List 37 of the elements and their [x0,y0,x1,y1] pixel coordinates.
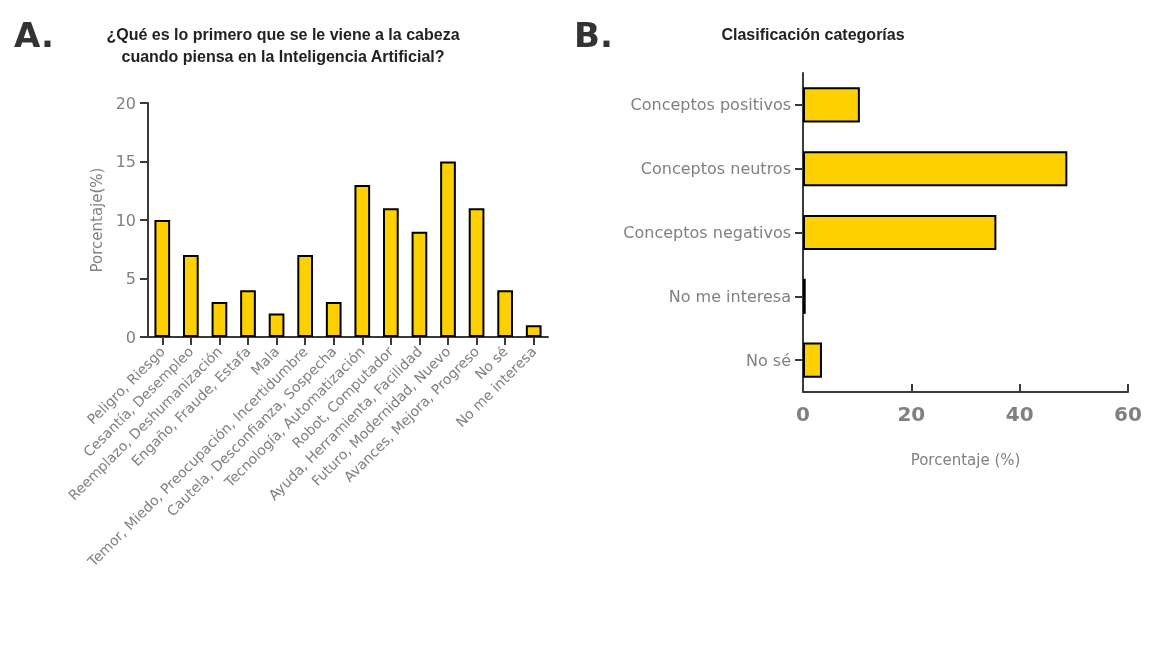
bar [525,325,542,337]
y-tick-label: 15 [115,152,136,171]
y-tick-label: Conceptos negativos [623,223,791,242]
x-tick-label: 20 [897,402,926,426]
bar [803,151,1068,187]
bar [240,290,256,337]
bar [440,161,456,337]
x-tick-label: 0 [796,402,810,426]
y-tick-label: 0 [125,327,136,347]
bar [354,184,371,337]
x-tick-label: 40 [1005,402,1034,426]
bar [211,301,228,337]
y-tick-label: Conceptos neutros [640,159,791,179]
bar [803,214,997,251]
bar [497,290,513,337]
text: B. [574,15,613,55]
bar [183,255,199,337]
y-tick-label: 20 [115,93,136,113]
bar [803,342,822,378]
y-tick-label: Conceptos positivos [630,95,791,115]
y-tick-label: 5 [125,269,136,288]
bar [468,208,485,337]
bar [297,255,313,337]
bar [154,220,171,337]
y-tick-label: 10 [115,210,136,230]
text: A. [14,15,54,55]
x-tick-label: 60 [1114,402,1142,426]
bar [325,301,342,337]
x-axis-title: Porcentaje (%) [910,450,1021,469]
y-tick-label: No me interesa [668,286,791,306]
bar [411,231,428,337]
chart-title: ¿Qué es lo primero que se le viene a la cabeza cuando piensa en la Inteligencia Artificial? [106,25,460,65]
chart-title: Clasificación categorías [721,25,905,43]
bar [803,87,860,123]
bar [383,208,399,337]
bar [268,313,285,337]
y-axis-title: Porcentaje(%) [88,167,107,273]
